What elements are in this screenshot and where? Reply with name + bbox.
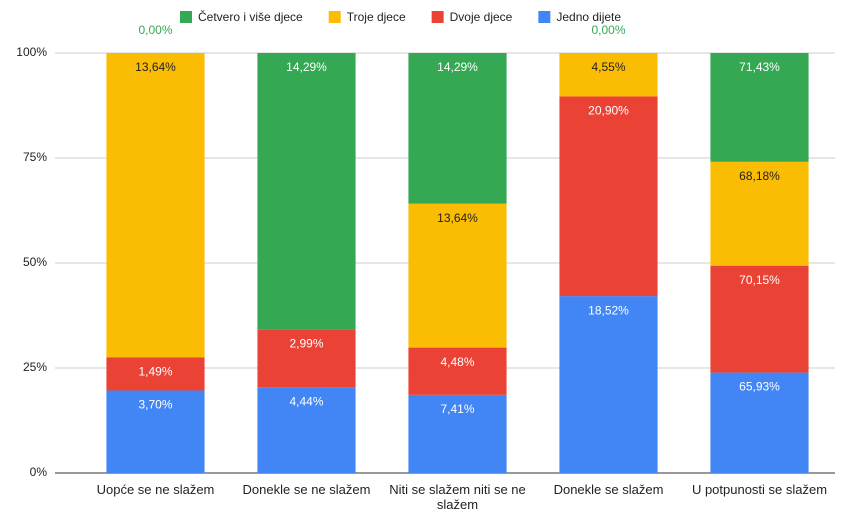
data-label: 68,18% <box>739 169 780 183</box>
bar-segment <box>710 265 809 373</box>
bar-segment <box>106 357 205 391</box>
bar-segment <box>559 96 658 297</box>
bar-segment <box>559 296 658 473</box>
data-label: 18,52% <box>588 303 629 317</box>
legend-swatch <box>328 11 341 23</box>
data-label: 65,93% <box>739 380 780 394</box>
data-label: 14,29% <box>286 60 327 74</box>
bar-segment <box>257 53 356 330</box>
legend-label: Četvero i više djece <box>198 9 303 24</box>
bar-segment <box>408 203 507 348</box>
data-label: 4,55% <box>591 60 625 74</box>
legend-swatch <box>431 11 444 23</box>
bar-segment <box>408 394 507 473</box>
x-tick-label: Uopće se ne slažem <box>96 482 215 497</box>
bar-segment <box>257 387 356 473</box>
data-label: 13,64% <box>437 211 478 225</box>
data-label: 2,99% <box>289 336 323 350</box>
x-tick-label: Niti se slažem niti se ne slažem <box>389 482 526 512</box>
bar-segment <box>559 53 658 97</box>
y-tick-label: 25% <box>23 360 47 374</box>
bar-segment <box>710 161 809 266</box>
legend-label: Jedno dijete <box>556 10 621 24</box>
y-tick-label: 50% <box>23 255 47 269</box>
bar-segment <box>106 390 205 473</box>
data-label: 0,00% <box>591 23 625 37</box>
y-tick-label: 100% <box>16 45 47 59</box>
legend-label: Dvoje djece <box>450 10 513 24</box>
legend-label: Troje djece <box>347 10 406 24</box>
data-label: 70,15% <box>739 273 780 287</box>
legend-swatch <box>538 11 551 23</box>
y-tick-label: 0% <box>30 465 48 479</box>
data-label: 20,90% <box>588 104 629 118</box>
data-label: 7,41% <box>440 402 474 416</box>
data-label: 1,49% <box>138 364 172 378</box>
data-label: 71,43% <box>739 60 780 74</box>
bar-segment <box>408 347 507 395</box>
data-label: 13,64% <box>135 60 176 74</box>
bar-segment <box>710 372 809 473</box>
bar-segment <box>710 53 809 162</box>
data-label: 4,44% <box>289 394 323 408</box>
legend-swatch <box>180 11 192 23</box>
bar-segment <box>408 53 507 204</box>
x-tick-label: U potpunosti se slažem <box>691 482 828 497</box>
x-tick-label: Donekle se slažem <box>553 482 664 497</box>
data-label: 14,29% <box>437 60 478 74</box>
bar-segment <box>257 329 356 388</box>
data-label: 0,00% <box>138 23 172 37</box>
bar-segment <box>106 53 205 358</box>
x-tick-label: Donekle se ne slažem <box>242 482 371 497</box>
y-tick-label: 75% <box>23 150 47 164</box>
data-label: 4,48% <box>440 355 474 369</box>
data-label: 3,70% <box>138 398 172 412</box>
